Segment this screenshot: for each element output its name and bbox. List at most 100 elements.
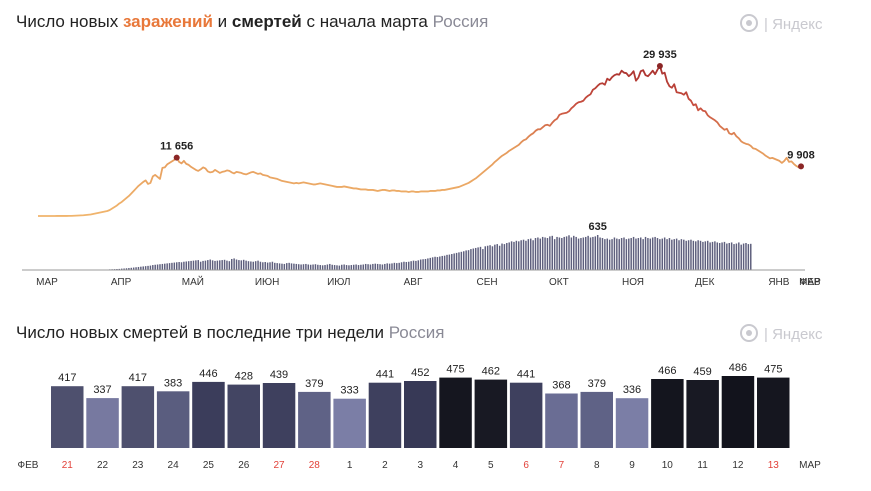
death-bar bbox=[661, 238, 664, 270]
death-bar bbox=[405, 262, 408, 270]
death-bar bbox=[341, 264, 343, 270]
death-bar bbox=[632, 236, 635, 270]
death-bar bbox=[367, 264, 369, 270]
bar-value-label: 379 bbox=[305, 378, 323, 390]
death-bar bbox=[642, 239, 644, 270]
death-bar bbox=[556, 236, 558, 270]
death-bar bbox=[118, 268, 121, 270]
day-tick-label: 22 bbox=[97, 460, 109, 471]
death-bar bbox=[345, 265, 348, 270]
yandex-logo-icon bbox=[740, 324, 758, 342]
bar-value-label: 417 bbox=[129, 372, 147, 384]
death-bar bbox=[565, 236, 568, 270]
death-bar bbox=[735, 243, 738, 270]
daily-death-bar bbox=[509, 382, 543, 448]
death-bar bbox=[417, 260, 420, 270]
month-tick-label: АВГ bbox=[404, 277, 423, 288]
death-bar bbox=[482, 249, 484, 270]
day-tick-label: 10 bbox=[662, 460, 674, 471]
title-text: и bbox=[212, 12, 232, 31]
month-tick-label: ИЮН bbox=[255, 277, 280, 288]
death-bar bbox=[305, 263, 307, 270]
death-bar bbox=[518, 241, 520, 270]
death-bar bbox=[671, 239, 673, 270]
death-bar bbox=[484, 246, 487, 270]
death-bar bbox=[659, 239, 661, 270]
death-bar bbox=[211, 260, 214, 270]
death-bar bbox=[596, 235, 599, 270]
death-bar bbox=[173, 262, 176, 270]
death-bar bbox=[740, 244, 742, 270]
day-tick-label: 28 bbox=[309, 460, 321, 471]
day-tick-label: 2 bbox=[382, 460, 388, 471]
death-bar bbox=[589, 237, 592, 270]
death-bar bbox=[429, 257, 431, 270]
peak-markers: 11 656 29 935 9 908 635 475 bbox=[160, 0, 815, 233]
death-bar bbox=[527, 239, 530, 270]
death-bar bbox=[721, 242, 723, 270]
death-bar bbox=[709, 242, 711, 270]
daily-death-bar bbox=[227, 384, 260, 448]
death-bar bbox=[506, 242, 508, 270]
death-bar bbox=[281, 263, 283, 270]
death-bar bbox=[750, 243, 752, 270]
bar-value-label: 337 bbox=[93, 384, 111, 396]
infections-marker-dot bbox=[173, 154, 180, 161]
death-bar bbox=[427, 258, 429, 270]
death-bar bbox=[216, 260, 219, 270]
death-bar bbox=[697, 240, 699, 270]
death-bar bbox=[673, 239, 675, 270]
death-bar bbox=[704, 241, 707, 270]
day-tick-label: 23 bbox=[132, 460, 144, 471]
daily-death-bar bbox=[156, 391, 190, 448]
death-bar bbox=[541, 236, 544, 270]
death-bar bbox=[187, 261, 190, 270]
death-bar bbox=[396, 263, 398, 270]
daily-death-bar bbox=[545, 393, 578, 448]
death-bar bbox=[711, 241, 714, 270]
death-bar bbox=[130, 267, 133, 270]
death-bar bbox=[570, 237, 573, 270]
death-bar bbox=[364, 263, 367, 270]
death-bar bbox=[226, 260, 228, 270]
death-bar bbox=[558, 237, 561, 270]
day-tick-label: 12 bbox=[732, 460, 744, 471]
death-bar bbox=[286, 263, 288, 270]
death-bar bbox=[326, 264, 329, 270]
death-bar bbox=[510, 241, 513, 270]
yandex-logo-icon bbox=[740, 14, 758, 32]
death-bar bbox=[343, 264, 345, 270]
daily-death-bar bbox=[121, 386, 155, 448]
day-tick-label: 24 bbox=[168, 460, 180, 471]
death-bar bbox=[221, 260, 223, 270]
title-deaths-word: смертей bbox=[231, 12, 302, 31]
day-tick-label: 27 bbox=[273, 460, 285, 471]
death-bar bbox=[238, 260, 240, 270]
daily-death-bar bbox=[298, 391, 331, 448]
death-bar bbox=[391, 263, 393, 270]
title-infections-word: заражений bbox=[122, 12, 213, 31]
death-bar bbox=[161, 263, 164, 270]
month-tick-label: ОКТ bbox=[549, 277, 569, 288]
death-bar bbox=[419, 259, 422, 270]
death-bar bbox=[352, 264, 355, 270]
death-bar bbox=[623, 237, 625, 270]
death-bar bbox=[520, 240, 522, 270]
death-bar bbox=[587, 235, 589, 270]
death-bar bbox=[355, 264, 357, 270]
death-bar bbox=[288, 262, 290, 270]
death-bar bbox=[302, 264, 305, 270]
death-bar bbox=[685, 240, 687, 270]
death-bar bbox=[199, 261, 202, 270]
death-bar bbox=[209, 259, 211, 270]
death-bar bbox=[128, 268, 130, 270]
day-tick-label: 11 bbox=[697, 460, 708, 471]
death-bar bbox=[204, 260, 207, 270]
death-bar bbox=[699, 240, 702, 270]
infections-marker-label: 29 935 bbox=[643, 49, 677, 61]
death-bar bbox=[156, 264, 159, 270]
daily-death-bar bbox=[474, 379, 508, 448]
death-bar bbox=[489, 245, 491, 270]
death-bar bbox=[491, 246, 494, 270]
death-bar bbox=[460, 251, 463, 270]
